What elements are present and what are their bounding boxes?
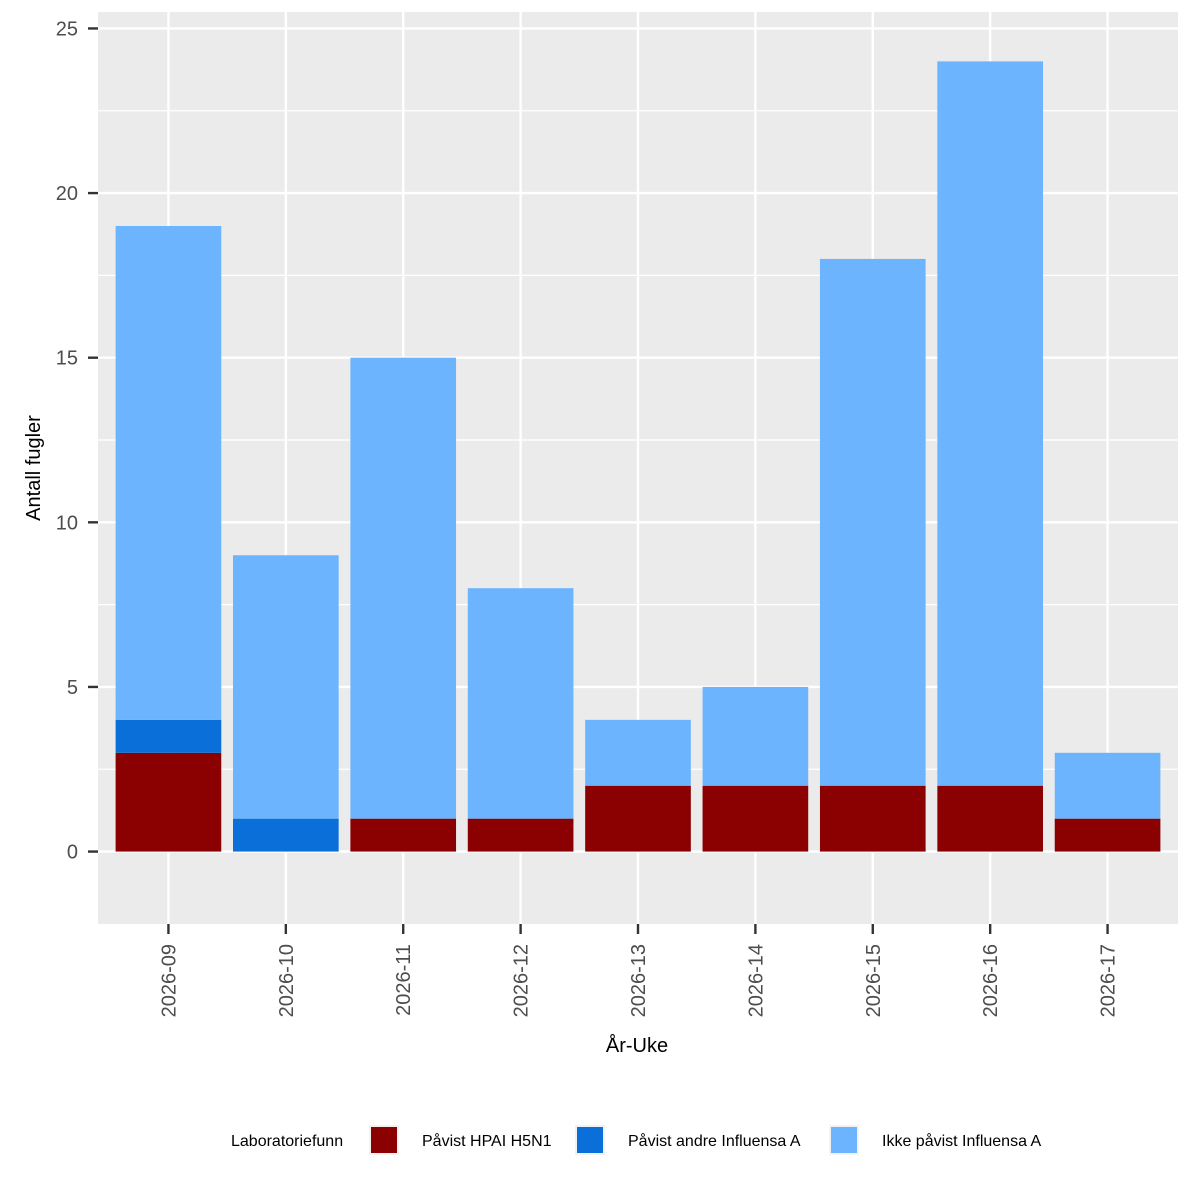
y-tick-label: 20 [56,183,78,205]
y-tick-label: 0 [67,842,78,864]
bar-segment-2026-14-series-3 [702,686,809,786]
x-axis-title: År-Uke [606,1034,668,1057]
x-tick-label: 2026-11 [393,944,415,1016]
y-tick-label: 5 [67,677,78,699]
bar-segment-2026-10-series-2 [233,818,339,852]
bar-segment-2026-12-series-3 [467,588,574,819]
y-axis-title: Antall fugler [23,415,45,521]
legend: Laboratoriefunn Påvist HPAI H5N1 Påvist a… [231,1125,1042,1155]
bars [115,61,1161,852]
bar-segment-2026-14-series-1 [702,785,809,852]
x-tick-label: 2026-16 [980,944,1002,1017]
legend-key-swatch [831,1127,857,1153]
x-tick-label: 2026-15 [863,944,885,1017]
bar-segment-2026-15-series-3 [819,258,926,786]
bar-segment-2026-10-series-3 [233,555,339,819]
x-tick-label: 2026-17 [1098,944,1120,1017]
bar-segment-2026-11-series-1 [350,818,457,852]
bar-segment-2026-16-series-3 [937,61,1043,786]
y-tick-label: 10 [56,512,78,534]
y-tick-label: 25 [56,18,78,40]
bar-segment-2026-17-series-3 [1054,752,1161,819]
bar-segment-2026-09-series-3 [115,226,222,720]
y-tick-label: 15 [56,348,78,370]
x-tick-label: 2026-10 [276,944,298,1017]
bar-segment-2026-16-series-1 [937,785,1043,852]
legend-item-label: Ikke påvist Influensa A [882,1132,1042,1150]
bar-segment-2026-15-series-1 [819,785,926,852]
x-tick-label: 2026-09 [158,944,180,1017]
x-tick-label: 2026-12 [511,944,533,1017]
bar-segment-2026-13-series-1 [585,785,691,852]
bar-segment-2026-12-series-1 [467,818,574,852]
bar-segment-2026-13-series-3 [585,719,691,786]
legend-title: Laboratoriefunn [231,1133,343,1150]
bar-segment-2026-17-series-1 [1054,818,1161,852]
x-tick-label: 2026-14 [745,944,767,1017]
bar-segment-2026-09-series-1 [115,752,222,852]
legend-key-swatch [577,1127,603,1153]
bar-segment-2026-09-series-2 [115,719,222,753]
legend-item-label: Påvist andre Influensa A [628,1132,801,1150]
x-tick-label: 2026-13 [628,944,650,1017]
y-axis: 0 5 10 15 20 25 [56,18,98,864]
legend-item-label: Påvist HPAI H5N1 [422,1132,552,1150]
x-axis: 2026-09 2026-10 2026-11 2026-12 2026-13 2026-… [158,924,1120,1017]
bar-segment-2026-11-series-3 [350,357,457,819]
legend-key-swatch [371,1127,397,1153]
